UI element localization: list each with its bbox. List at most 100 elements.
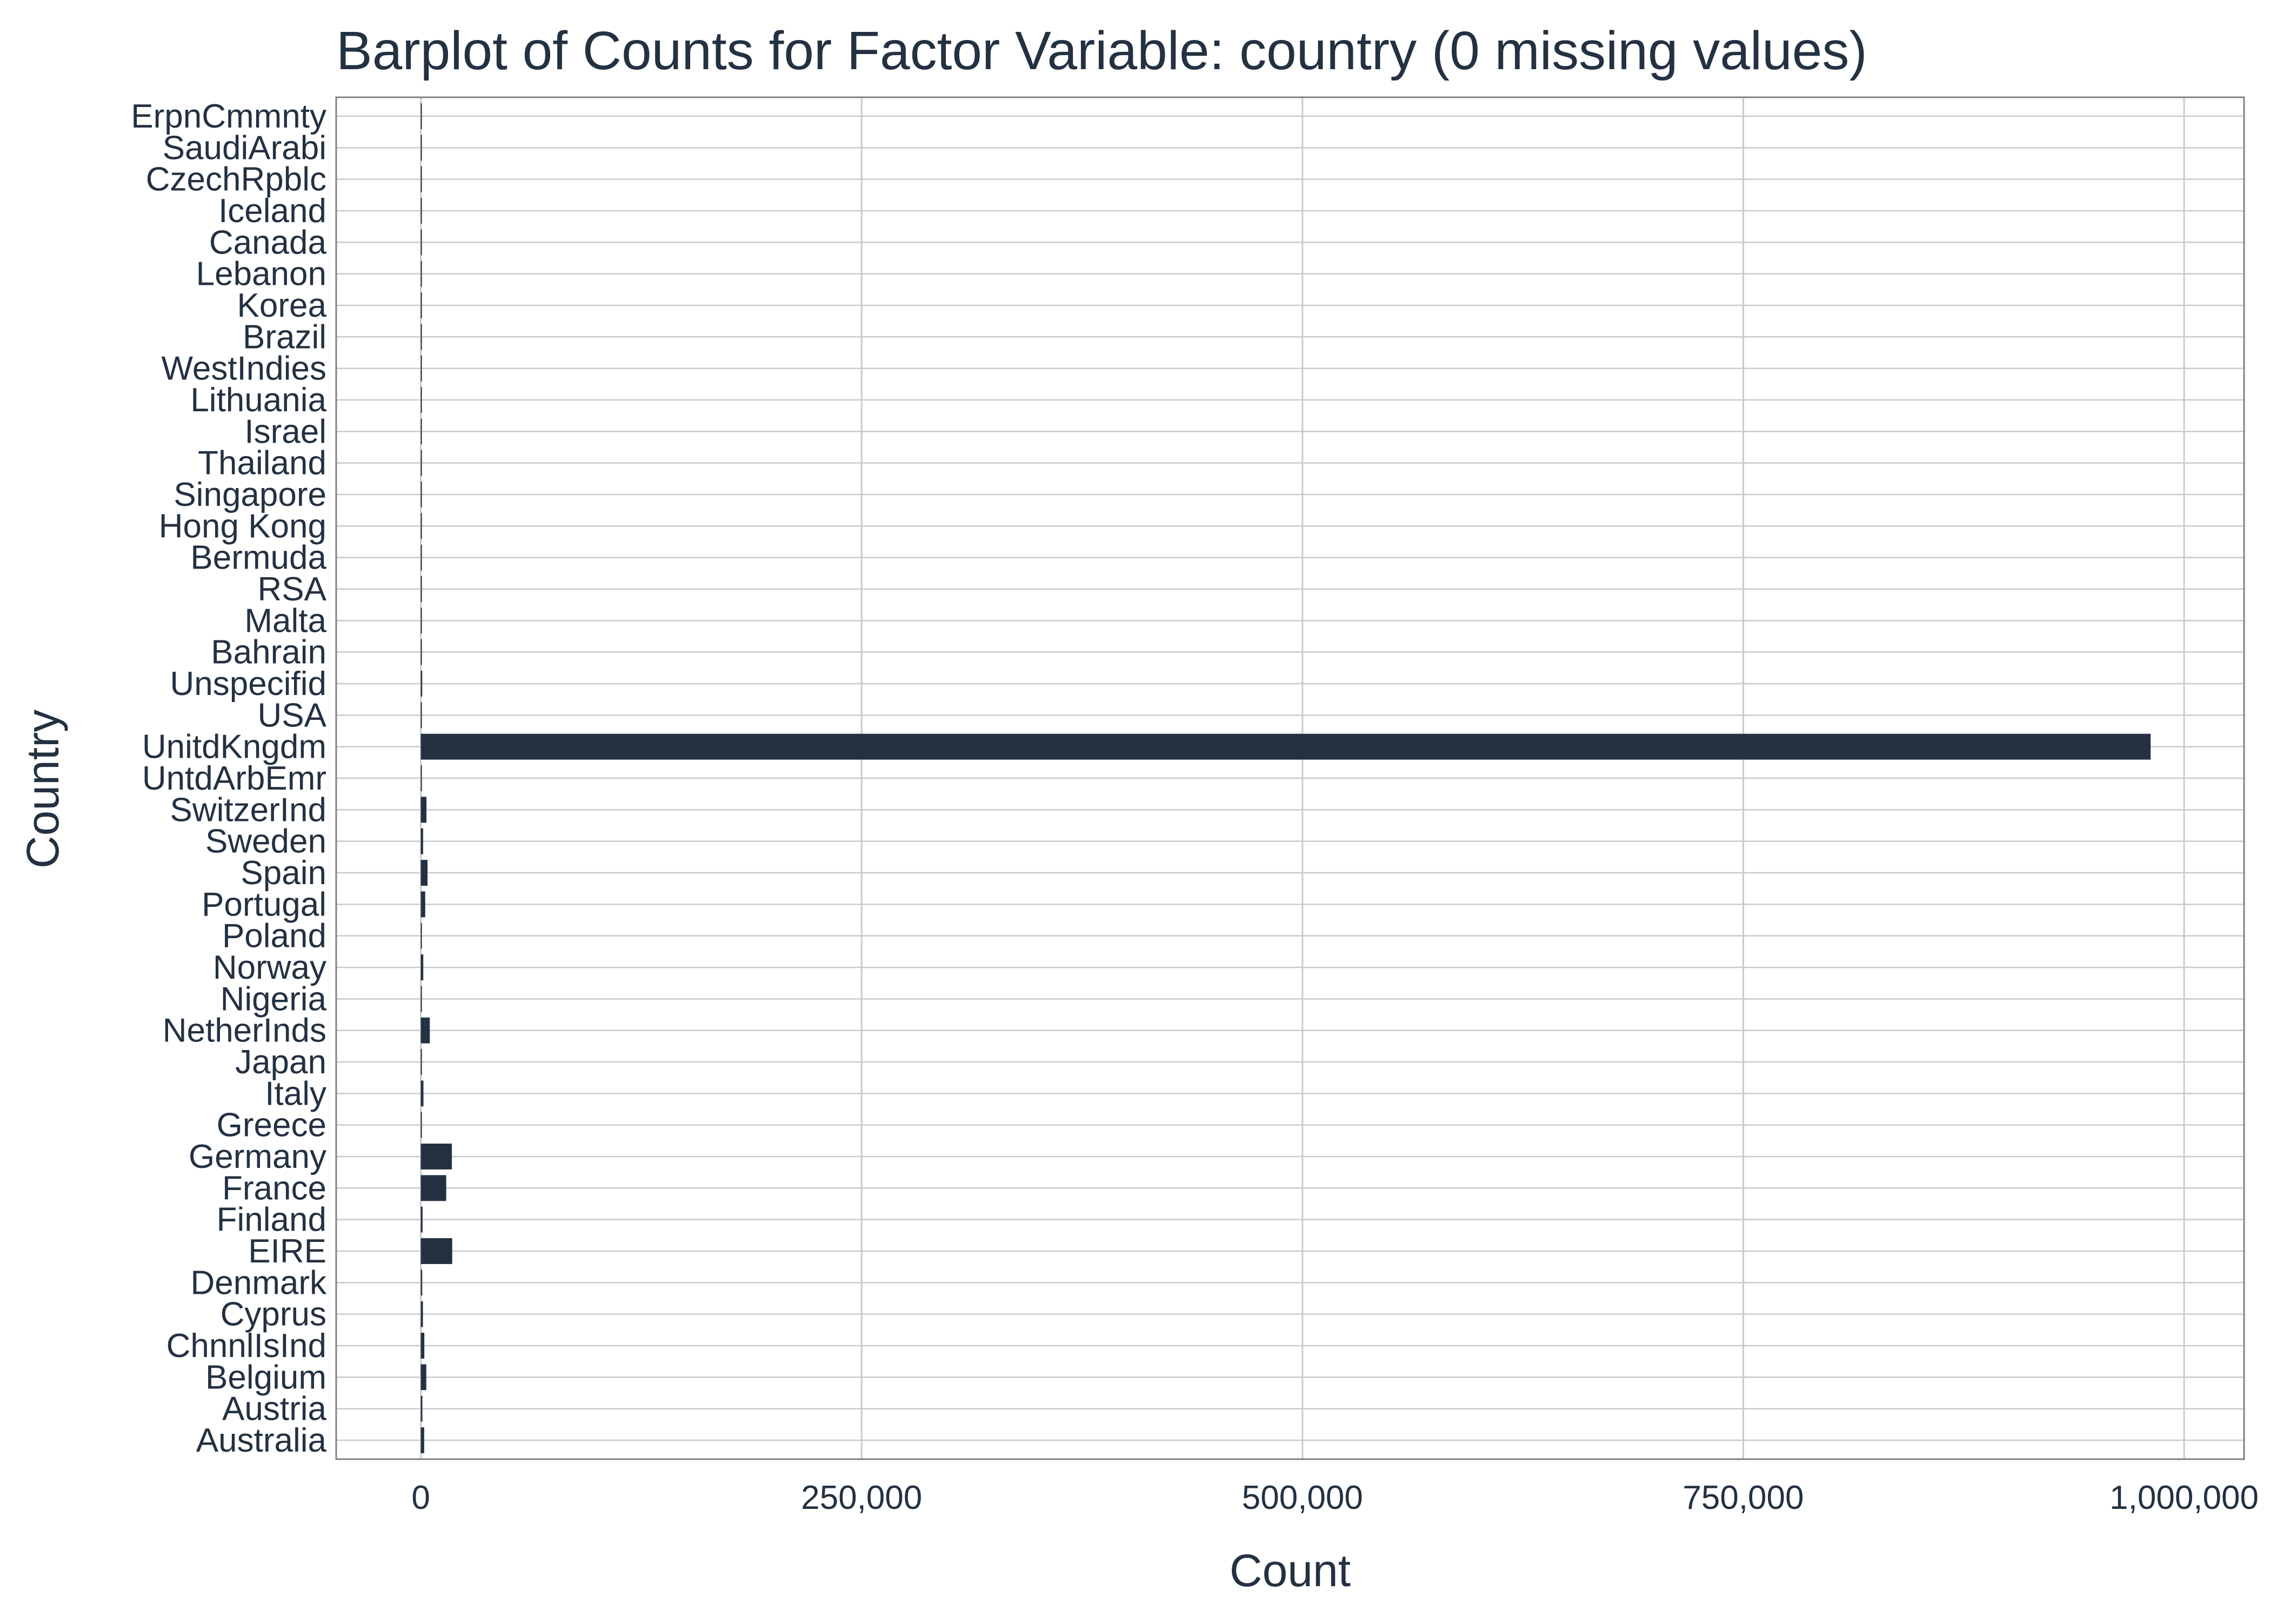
bar [420, 1395, 423, 1422]
y-tick-label: UnitdKngdm [142, 729, 326, 766]
bars [420, 103, 2151, 1453]
bar [420, 229, 422, 256]
bar [420, 166, 422, 192]
chart-title: Barplot of Counts for Factor Variable: c… [336, 21, 1867, 81]
y-tick-label: Germany [189, 1138, 326, 1175]
y-tick-label: Norway [213, 949, 326, 986]
y-tick-label: Sweden [205, 823, 326, 860]
y-tick-label: Denmark [190, 1264, 327, 1301]
x-tick-label: 250,000 [801, 1479, 922, 1516]
y-tick-label: Greece [217, 1107, 326, 1144]
y-tick-label: RSA [258, 571, 327, 608]
y-tick-label: Austria [222, 1391, 326, 1428]
y-tick-label: UntdArbEmr [142, 760, 326, 797]
y-tick-label: Lithuania [190, 382, 326, 419]
bar [420, 103, 422, 129]
y-tick-label: USA [258, 697, 327, 734]
y-tick-label: SwitzerInd [170, 791, 326, 828]
bar [420, 513, 422, 539]
bar [420, 135, 422, 161]
bar [420, 954, 424, 980]
y-tick-label: Nigeria [221, 980, 327, 1018]
bar [420, 1017, 430, 1044]
bar [420, 828, 423, 854]
y-tick-label: Canada [209, 224, 327, 261]
y-tick-label: Thailand [198, 445, 326, 482]
x-tick-label: 1,000,000 [2109, 1479, 2259, 1516]
bar [420, 1301, 423, 1327]
bar [420, 1144, 452, 1169]
bar [420, 355, 422, 382]
y-tick-label: Australia [196, 1422, 327, 1459]
bar [420, 1175, 446, 1201]
y-axis-label: Country [17, 710, 68, 868]
bar [420, 733, 2151, 760]
y-tick-label: Belgium [205, 1359, 326, 1396]
y-tick-label: SaudiArabi [163, 129, 326, 166]
y-tick-label: Unspecifid [170, 665, 326, 703]
y-tick-label: Japan [235, 1044, 326, 1081]
bar [420, 1049, 422, 1075]
bar [420, 1080, 424, 1107]
y-tick-label: Korea [237, 287, 327, 324]
y-tick-label: ErpnCmmnty [131, 98, 326, 135]
y-tick-label: Malta [244, 602, 326, 639]
y-tick-label: EIRE [248, 1233, 326, 1270]
bar [420, 986, 422, 1012]
bar [420, 671, 423, 697]
bar [420, 1364, 426, 1391]
bar [420, 418, 422, 445]
bar [420, 1206, 423, 1233]
y-tick-label: Lebanon [196, 256, 326, 293]
x-tick-labels: 0 250,000 500,000 750,000 1,000,000 [411, 1479, 2259, 1516]
bar [420, 639, 422, 665]
plot-frame [335, 96, 2245, 1460]
bar [420, 260, 422, 287]
x-tick-label: 500,000 [1242, 1479, 1363, 1516]
x-tick-label: 750,000 [1683, 1479, 1804, 1516]
y-tick-label: Poland [222, 918, 326, 955]
y-tick-label: CzechRpblc [146, 161, 326, 198]
bar [420, 607, 422, 634]
bar [420, 1238, 452, 1264]
y-tick-label: Cyprus [221, 1296, 326, 1333]
y-tick-labels: AustraliaAustriaBelgiumChnnlIsIndCyprusD… [131, 98, 327, 1459]
bar [420, 292, 422, 318]
y-tick-label: Brazil [243, 318, 326, 356]
x-axis-label: Count [1230, 1545, 1351, 1596]
bar [420, 1269, 423, 1296]
y-tick-label: Singapore [173, 476, 326, 513]
bar [420, 702, 422, 729]
bar [420, 1333, 425, 1359]
y-tick-label: Finland [217, 1201, 326, 1239]
y-tick-label: NetherInds [163, 1012, 326, 1050]
x-tick-label: 0 [411, 1479, 430, 1516]
bar [420, 923, 422, 949]
bar [420, 324, 422, 350]
bar [420, 1112, 422, 1138]
bar [420, 387, 422, 413]
bar [420, 450, 422, 476]
bar [420, 891, 425, 918]
bar [420, 482, 422, 507]
y-tick-label: Bahrain [211, 634, 326, 671]
bar [420, 765, 422, 791]
bar [420, 198, 422, 224]
y-tick-label: WestIndies [161, 350, 326, 387]
y-tick-label: Spain [241, 854, 326, 892]
bar [420, 544, 422, 571]
y-tick-label: Italy [265, 1075, 326, 1112]
bar [420, 860, 428, 886]
y-tick-label: France [222, 1169, 326, 1207]
y-tick-label: ChnnlIsInd [166, 1327, 326, 1365]
y-tick-label: Bermuda [190, 539, 326, 577]
y-tick-label: Portugal [202, 886, 326, 923]
y-tick-label: Israel [244, 413, 326, 450]
grid-lines [336, 97, 2244, 1459]
y-tick-label: Hong Kong [159, 507, 326, 545]
bar [420, 1427, 424, 1453]
bar [420, 797, 427, 823]
bar [420, 576, 422, 602]
